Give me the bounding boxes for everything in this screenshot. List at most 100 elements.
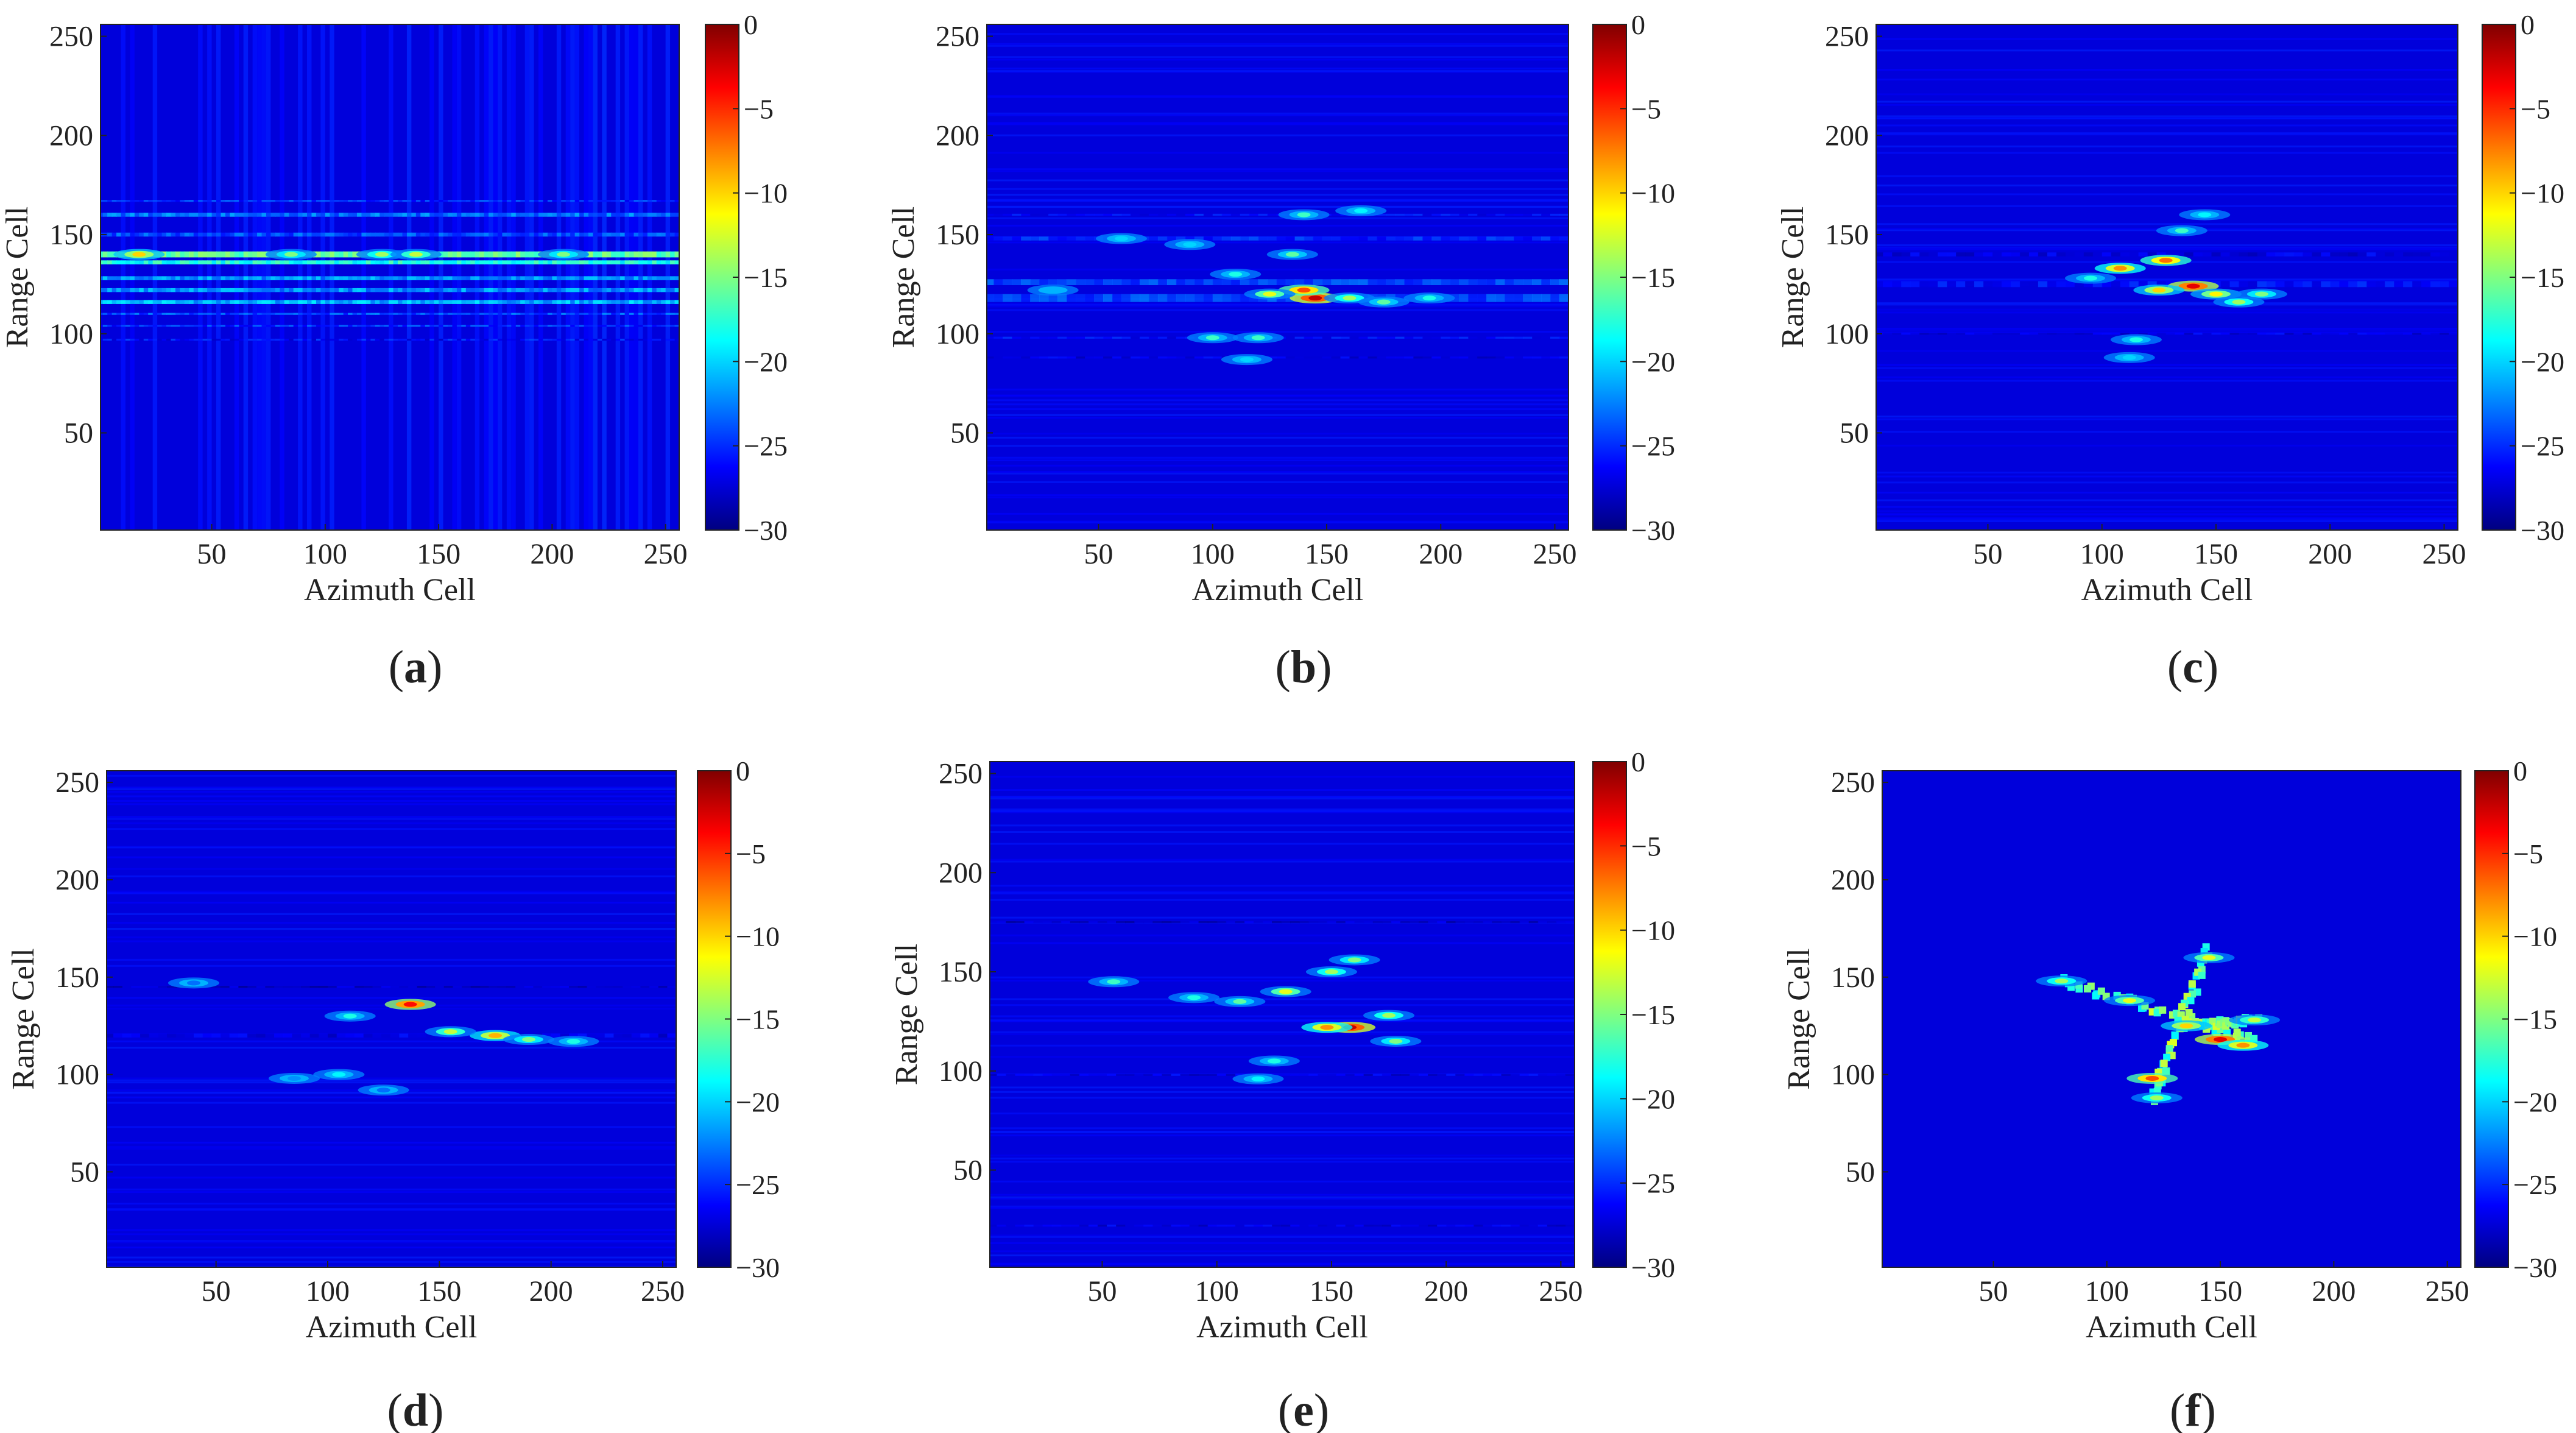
x-tick-label: 100: [2080, 538, 2124, 570]
heatmap-peak: [1187, 995, 1201, 1000]
x-tick-label: 150: [2198, 1275, 2242, 1307]
plot-frame: [986, 24, 1569, 531]
heatmap-peak: [489, 1033, 502, 1038]
heatmap-background: [107, 771, 676, 1267]
heatmap-peak: [1422, 295, 1436, 301]
panel-b: 50 100 150 200 250 50 100 150 200 250 Azimuth Cell…: [886, 9, 1675, 693]
colorbar-tick-label: 0: [736, 755, 750, 787]
plot-frame: [106, 770, 677, 1268]
heatmap-background: [1882, 771, 2461, 1267]
colorbar-tick-label: −25: [1631, 431, 1675, 462]
colorbar-tick-label: 0: [1631, 746, 1645, 777]
colorbar: 0 −5 −10 −15 −20 −25 −30: [1592, 9, 1675, 546]
colorbar-tick-label: −25: [2513, 1169, 2557, 1200]
colorbar-tick-label: −15: [744, 262, 788, 293]
plot-frame: [989, 761, 1575, 1268]
panel-c: 50 100 150 200 250 50 100 150 200 250 Azimuth Cell…: [1776, 9, 2564, 693]
panel-caption: (f): [2170, 1385, 2216, 1433]
heatmap-peak: [1240, 357, 1254, 363]
y-tick-label: 50: [950, 417, 979, 450]
x-tick-label: 150: [1310, 1275, 1353, 1307]
x-tick-label: 50: [1084, 538, 1113, 570]
y-tick-label: 100: [1831, 1059, 1875, 1091]
heatmap-peak: [1382, 1013, 1396, 1018]
x-tick-label: 100: [306, 1275, 350, 1307]
heatmap-peak: [1046, 288, 1060, 293]
heatmap-peak: [187, 980, 200, 986]
x-tick-label: 150: [2194, 538, 2238, 570]
colorbar-tick-label: −30: [736, 1252, 780, 1283]
heatmap-peak: [2150, 1095, 2164, 1100]
heatmap-peak: [2254, 291, 2268, 297]
panel-f: 50 100 150 200 250 50 100 150 200 250 Azimuth Cell…: [1782, 755, 2557, 1433]
plot-frame: [1876, 24, 2458, 531]
y-tick-label: 250: [49, 21, 93, 53]
y-tick-label: 200: [49, 119, 93, 152]
heatmap-peak: [1229, 272, 1243, 277]
x-tick-label: 50: [202, 1275, 231, 1307]
y-tick-label: 250: [1825, 21, 1869, 53]
x-tick-label: 200: [2312, 1275, 2355, 1307]
y-tick-label: 250: [55, 766, 99, 799]
colorbar-tick-label: −10: [1631, 915, 1675, 946]
y-tick-label: 200: [936, 119, 979, 152]
colorbar-tick-label: −20: [2521, 346, 2564, 377]
heatmap-peak: [376, 1088, 390, 1093]
colorbar-tick-label: −10: [736, 921, 780, 952]
heatmap-image: [987, 33, 1569, 524]
y-tick-label: 150: [55, 961, 99, 994]
heatmap-peak: [557, 252, 570, 257]
x-axis-label: Azimuth Cell: [2086, 1310, 2257, 1345]
colorbar-tick-label: −30: [1631, 1252, 1675, 1283]
heatmap-peak: [1343, 295, 1357, 301]
y-tick-label: 50: [1840, 417, 1869, 450]
colorbar: 0 −5 −10 −15 −20 −25 −30: [1592, 746, 1675, 1283]
y-tick-label: 150: [939, 956, 983, 988]
heatmap-peak: [343, 1013, 357, 1019]
heatmap-background: [1876, 24, 2458, 530]
y-tick-label: 50: [64, 417, 93, 450]
y-tick-label: 100: [936, 318, 979, 350]
heatmap-image: [1876, 38, 2458, 522]
heatmap-peak: [1285, 252, 1299, 257]
heatmap-background: [990, 762, 1575, 1267]
x-axis-label: Azimuth Cell: [2081, 573, 2253, 607]
x-axis-label: Azimuth Cell: [304, 573, 476, 607]
colorbar-tick-label: −25: [736, 1169, 780, 1200]
panel-caption: (d): [387, 1385, 444, 1433]
x-tick-label: 50: [1087, 1275, 1117, 1307]
heatmap-peak: [1320, 1025, 1334, 1030]
y-tick-label: 250: [936, 21, 979, 53]
heatmap-peak: [2084, 275, 2098, 281]
x-tick-label: 250: [1533, 538, 1577, 570]
y-axis-label: Range Cell: [1776, 207, 1810, 349]
panel-a: 50 100 150 200 250 50 100 150 200 250 Azimuth Cell…: [0, 9, 788, 693]
colorbar-tick-label: −15: [2513, 1004, 2557, 1035]
heatmap-peak: [1251, 1076, 1265, 1081]
colorbar-tick-label: −20: [1631, 346, 1675, 377]
heatmap-peak: [2113, 266, 2127, 271]
heatmap-peak: [409, 252, 423, 257]
heatmap-background: [987, 24, 1569, 530]
plot-frame: [100, 24, 680, 531]
colorbar-tick-label: 0: [2521, 9, 2535, 40]
x-tick-label: 150: [417, 538, 461, 570]
y-tick-label: 100: [55, 1059, 99, 1091]
y-tick-label: 200: [1831, 864, 1875, 896]
heatmap-peak: [375, 252, 389, 257]
heatmap-peak: [1233, 999, 1247, 1004]
heatmap-peak: [132, 252, 146, 257]
heatmap-peak: [2152, 288, 2166, 293]
y-tick-label: 100: [49, 318, 93, 350]
x-tick-label: 250: [2422, 538, 2466, 570]
heatmap-peak: [403, 1002, 417, 1007]
heatmap-peak: [2209, 291, 2223, 297]
heatmap-peak: [1354, 208, 1368, 213]
colorbar-tick-label: −5: [1631, 93, 1661, 124]
heatmap-peak: [1347, 957, 1361, 963]
panel-caption: (a): [389, 642, 443, 693]
panel-caption: (c): [2167, 642, 2218, 693]
x-tick-label: 50: [197, 538, 227, 570]
x-tick-label: 100: [303, 538, 347, 570]
